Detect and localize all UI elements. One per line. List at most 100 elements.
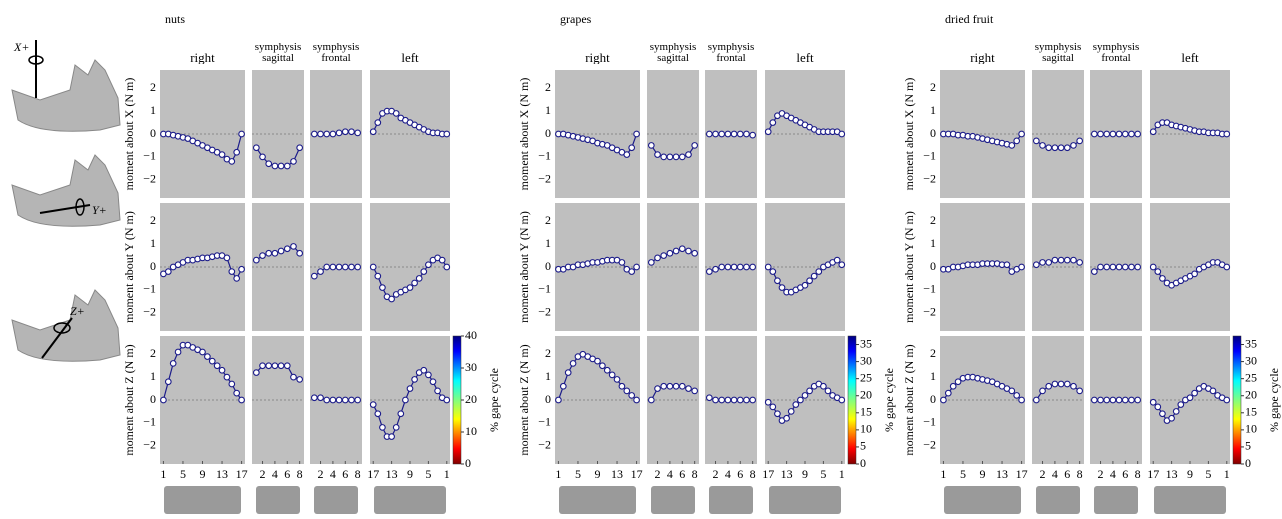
data-point: [666, 153, 674, 161]
data-point: [724, 396, 732, 404]
colorbar-tick-label: 20: [465, 392, 477, 406]
panel-bg: [940, 336, 1025, 464]
x-tick-label: 6: [284, 467, 290, 481]
mandible-thumbnail: [651, 486, 695, 514]
x-tick-label: 6: [737, 467, 743, 481]
x-tick-label: 9: [980, 467, 986, 481]
panel-title: symphysis frontal: [1092, 41, 1140, 64]
data-point: [265, 249, 273, 257]
y-tick-label: 0: [150, 259, 156, 273]
data-point: [259, 362, 266, 370]
y-tick-label: −1: [538, 282, 551, 296]
y-tick-label: 0: [150, 126, 156, 140]
data-point: [1134, 263, 1142, 271]
panel-title: left: [796, 50, 814, 64]
panel-title: left: [1181, 50, 1199, 64]
y-tick-label: 1: [150, 103, 156, 117]
colorbar-tick-label: 10: [860, 422, 872, 436]
data-point: [341, 128, 349, 136]
data-point: [806, 277, 813, 285]
mandible-thumbnail: [1094, 486, 1138, 514]
data-point: [1121, 396, 1129, 404]
y-tick-label: 2: [930, 80, 936, 94]
colorbar-label: % gape cycle: [487, 368, 501, 432]
data-point: [164, 268, 172, 275]
data-point: [296, 249, 304, 257]
data-point: [348, 128, 355, 136]
data-point: [654, 385, 661, 392]
data-point: [335, 396, 343, 404]
y-tick-label: 2: [150, 213, 156, 227]
data-point: [443, 130, 451, 138]
data-point: [838, 396, 846, 404]
x-tick-label: 9: [407, 467, 413, 481]
panel-title-box: left: [1181, 50, 1199, 64]
data-point: [1128, 396, 1135, 404]
x-tick-label: 4: [725, 467, 731, 481]
data-point: [940, 396, 947, 404]
data-point: [443, 263, 451, 271]
data-point: [1209, 387, 1217, 395]
data-point: [666, 249, 674, 257]
data-point: [204, 353, 211, 360]
panel-title-box: right: [970, 50, 995, 64]
y-axis-label: moment about Z (N m): [122, 344, 136, 455]
data-point: [290, 158, 297, 165]
data-point: [271, 249, 279, 257]
x-tick-label: 17: [1147, 467, 1159, 481]
x-tick-label: 1: [444, 467, 450, 481]
data-point: [1070, 382, 1077, 390]
panel-title-box: symphysis sagittal: [650, 42, 696, 64]
data-point: [233, 389, 241, 397]
data-point: [654, 254, 661, 262]
data-point: [1070, 256, 1077, 264]
panel-title-box: right: [585, 51, 610, 64]
data-point: [712, 130, 719, 138]
data-point: [354, 396, 362, 404]
data-point: [764, 398, 772, 406]
data-point: [1149, 263, 1157, 271]
data-point: [633, 263, 640, 271]
x-tick-label: 5: [960, 467, 966, 481]
x-tick-label: 17: [631, 467, 643, 481]
data-point: [787, 408, 795, 415]
data-point: [1090, 130, 1098, 138]
data-point: [743, 130, 750, 138]
data-point: [425, 261, 432, 269]
y-tick-label: 0: [150, 392, 156, 406]
data-point: [317, 130, 324, 138]
colorbar-tick-label: 0: [860, 456, 866, 470]
axis-label: Z+: [70, 304, 85, 318]
data-point: [660, 153, 668, 161]
x-tick-label: 4: [330, 467, 336, 481]
colorbar-tick-label: 35: [860, 336, 872, 350]
y-tick-label: 0: [545, 259, 551, 273]
data-point: [406, 284, 414, 291]
data-point: [672, 153, 680, 161]
data-point: [213, 362, 221, 370]
data-point: [238, 130, 245, 138]
data-point: [599, 362, 606, 370]
mandible-icons: X+ Y+ Z+: [11, 40, 121, 362]
data-point: [660, 252, 668, 259]
data-point: [623, 151, 631, 158]
mandible-icon: X+: [11, 40, 121, 132]
data-point: [1070, 142, 1077, 149]
x-tick-label: 2: [318, 467, 324, 481]
data-point: [164, 378, 172, 386]
x-tick-label: 8: [1077, 467, 1083, 481]
data-point: [1063, 380, 1071, 388]
colorbar-tick-label: 10: [465, 424, 477, 438]
x-tick-label: 13: [386, 467, 398, 481]
data-point: [718, 263, 726, 271]
data-point: [1149, 128, 1157, 136]
data-point: [169, 360, 177, 367]
data-point: [660, 382, 668, 390]
data-point: [406, 385, 414, 392]
y-tick-label: −1: [143, 415, 156, 429]
data-point: [290, 243, 297, 250]
panel-title: right: [970, 50, 995, 64]
data-point: [730, 396, 738, 404]
x-tick-label: 13: [781, 467, 793, 481]
data-point: [199, 348, 206, 356]
